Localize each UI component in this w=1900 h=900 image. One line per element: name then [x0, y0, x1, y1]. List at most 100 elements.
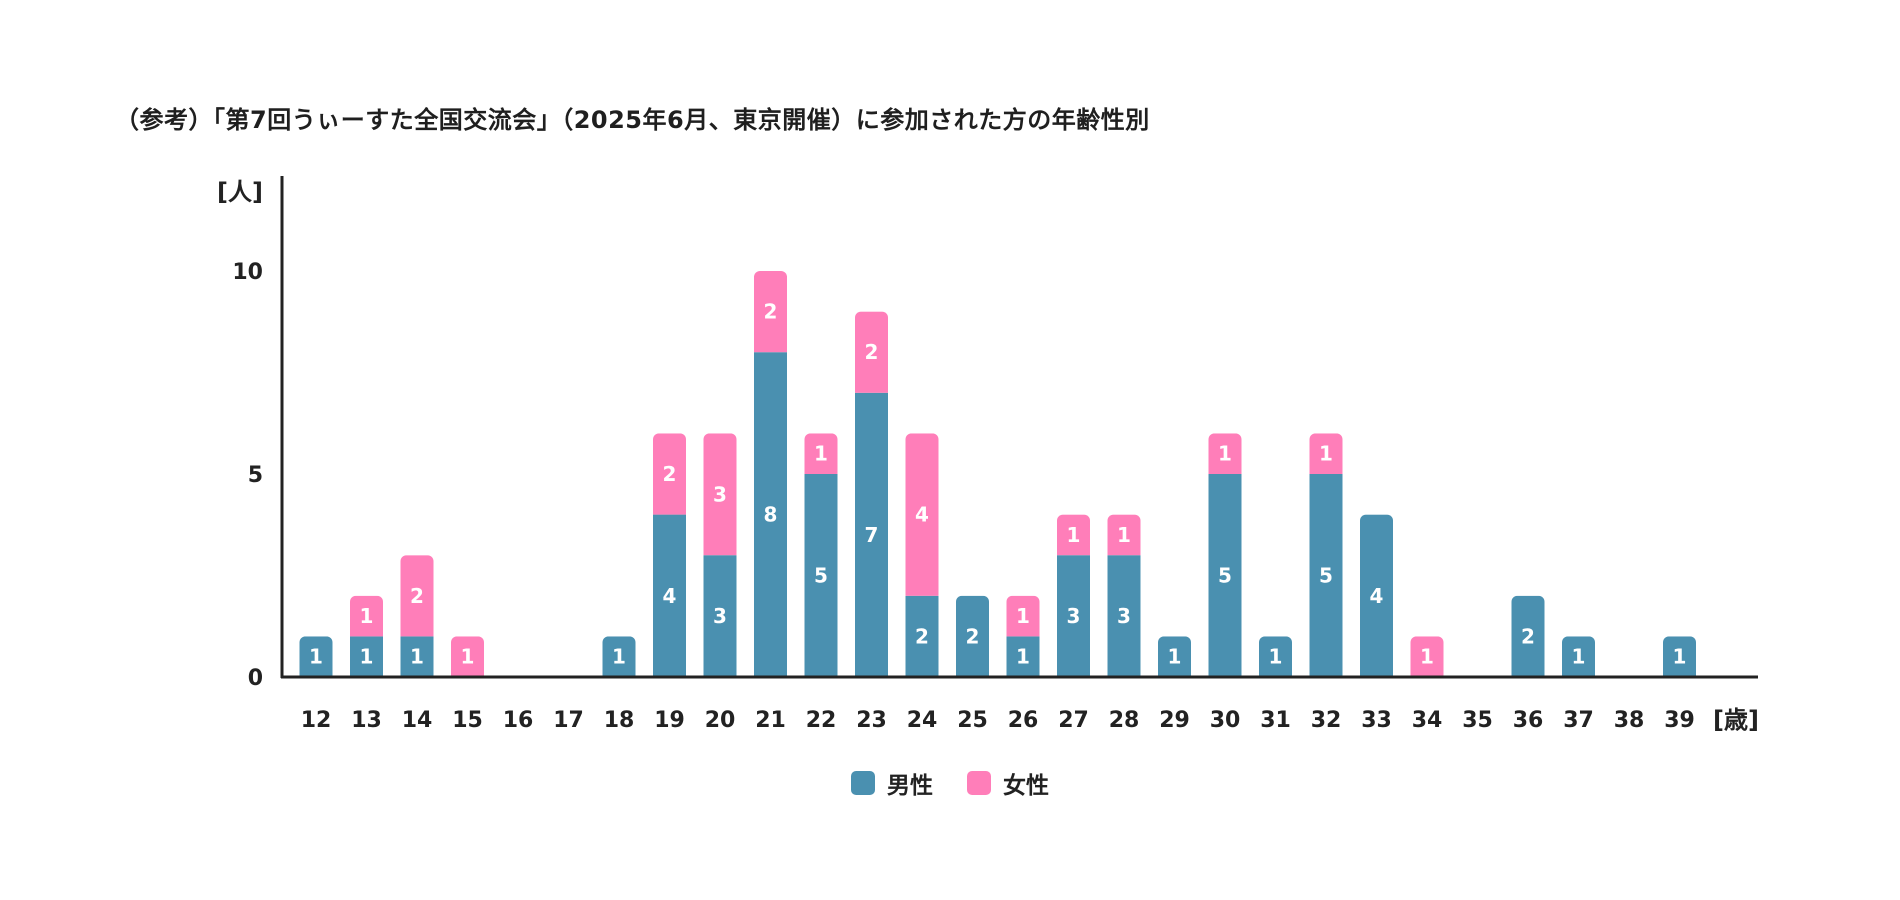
bar-male-36 — [1511, 595, 1545, 677]
bar-label-male: 1 — [1016, 645, 1030, 669]
bar-label-male: 4 — [1370, 584, 1384, 608]
bar-label-male: 2 — [966, 624, 980, 648]
bar-female-21 — [754, 271, 787, 353]
bar-stack-36 — [1511, 595, 1545, 677]
x-tick-label: 35 — [1462, 708, 1493, 733]
x-tick-label: 16 — [503, 708, 534, 733]
bar-label-female: 1 — [1420, 645, 1434, 669]
bar-female-14 — [400, 555, 434, 637]
bar-stack-26 — [1006, 595, 1040, 677]
x-tick-label: 25 — [957, 708, 988, 733]
bar-stack-29 — [1158, 636, 1191, 677]
bars-layer — [299, 271, 1696, 677]
x-tick-label: 13 — [351, 708, 382, 733]
x-tick-label: 21 — [755, 708, 786, 733]
x-tick-label: 12 — [301, 708, 332, 733]
bar-label-male: 2 — [1521, 624, 1535, 648]
legend-swatch — [851, 771, 875, 795]
bar-stack-28 — [1107, 514, 1141, 677]
bar-male-20 — [703, 555, 737, 677]
bar-label-female: 2 — [410, 584, 424, 608]
bar-stack-39 — [1663, 636, 1696, 677]
bar-label-male: 1 — [410, 645, 424, 669]
bar-label-male: 2 — [915, 624, 929, 648]
bar-female-22 — [804, 433, 838, 474]
bar-male-28 — [1107, 555, 1141, 677]
x-tick-label: 31 — [1260, 708, 1291, 733]
bar-male-25 — [956, 595, 989, 677]
bar-label-male: 3 — [1067, 604, 1081, 628]
y-axis-unit: [人] — [217, 178, 263, 206]
bar-stack-37 — [1562, 636, 1595, 677]
x-tick-label: 23 — [856, 708, 887, 733]
bar-stack-21 — [754, 271, 787, 677]
bar-stack-13 — [350, 595, 383, 677]
bar-stack-18 — [602, 636, 636, 677]
bar-stack-27 — [1057, 514, 1090, 677]
bar-stack-24 — [905, 433, 939, 677]
x-tick-label: 30 — [1210, 708, 1241, 733]
bar-stack-15 — [451, 636, 484, 677]
bar-label-male: 1 — [612, 645, 626, 669]
bar-female-23 — [855, 311, 888, 393]
bar-label-female: 1 — [1016, 604, 1030, 628]
bar-label-female: 1 — [1218, 442, 1232, 466]
bar-label-male: 3 — [1117, 604, 1131, 628]
bar-female-15 — [451, 636, 484, 677]
bar-label-female: 4 — [915, 503, 929, 527]
bar-female-20 — [703, 433, 737, 556]
legend-item: 女性 — [967, 766, 1049, 800]
x-tick-label: 22 — [806, 708, 837, 733]
bar-male-30 — [1208, 474, 1242, 677]
bar-stack-20 — [703, 433, 737, 677]
axes-layer — [280, 176, 1758, 679]
bar-stack-22 — [804, 433, 838, 677]
bar-stack-12 — [299, 636, 333, 677]
x-tick-label: 15 — [452, 708, 483, 733]
bar-label-female: 1 — [1117, 523, 1131, 547]
x-tick-label: 37 — [1563, 708, 1594, 733]
bar-label-male: 1 — [1168, 645, 1182, 669]
bar-label-male: 3 — [713, 604, 727, 628]
bar-male-18 — [602, 636, 636, 677]
x-tick-label: 19 — [654, 708, 685, 733]
bar-label-male: 5 — [1319, 564, 1333, 588]
bar-stack-31 — [1259, 636, 1292, 677]
x-axis-unit: [歳] — [1713, 706, 1759, 734]
chart-title: （参考）「第7回うぃーすた全国交流会」（2025年6月、東京開催）に参加された方… — [115, 106, 1150, 134]
bar-male-14 — [400, 636, 434, 677]
bar-stack-14 — [400, 555, 434, 677]
bar-label-female: 1 — [1067, 523, 1081, 547]
bar-female-27 — [1057, 514, 1090, 556]
x-tick-label: 26 — [1008, 708, 1039, 733]
bar-male-29 — [1158, 636, 1191, 677]
legend-label: 男性 — [887, 773, 933, 799]
bar-label-male: 7 — [865, 523, 879, 547]
x-tick-label: 34 — [1412, 708, 1443, 733]
bar-male-27 — [1057, 555, 1090, 677]
bar-female-13 — [350, 595, 383, 637]
bar-male-32 — [1309, 474, 1343, 677]
bar-label-male: 1 — [309, 645, 323, 669]
x-tick-label: 36 — [1513, 708, 1544, 733]
bar-label-female: 1 — [360, 604, 374, 628]
bar-male-26 — [1006, 636, 1040, 677]
x-tick-label: 33 — [1361, 708, 1392, 733]
bar-label-male: 8 — [764, 503, 778, 527]
x-tick-label: 39 — [1664, 708, 1695, 733]
x-tick-label: 17 — [553, 708, 584, 733]
bar-female-24 — [905, 433, 939, 596]
bar-male-23 — [855, 392, 888, 677]
bar-label-female: 1 — [461, 645, 475, 669]
bar-male-39 — [1663, 636, 1696, 677]
bar-female-26 — [1006, 595, 1040, 637]
bar-stack-19 — [653, 433, 686, 677]
bar-label-male: 5 — [1218, 564, 1232, 588]
x-tick-label: 32 — [1311, 708, 1342, 733]
bar-male-33 — [1360, 514, 1393, 677]
x-tick-label: 24 — [907, 708, 938, 733]
bar-female-34 — [1410, 636, 1444, 677]
y-tick-label: 10 — [232, 260, 263, 285]
